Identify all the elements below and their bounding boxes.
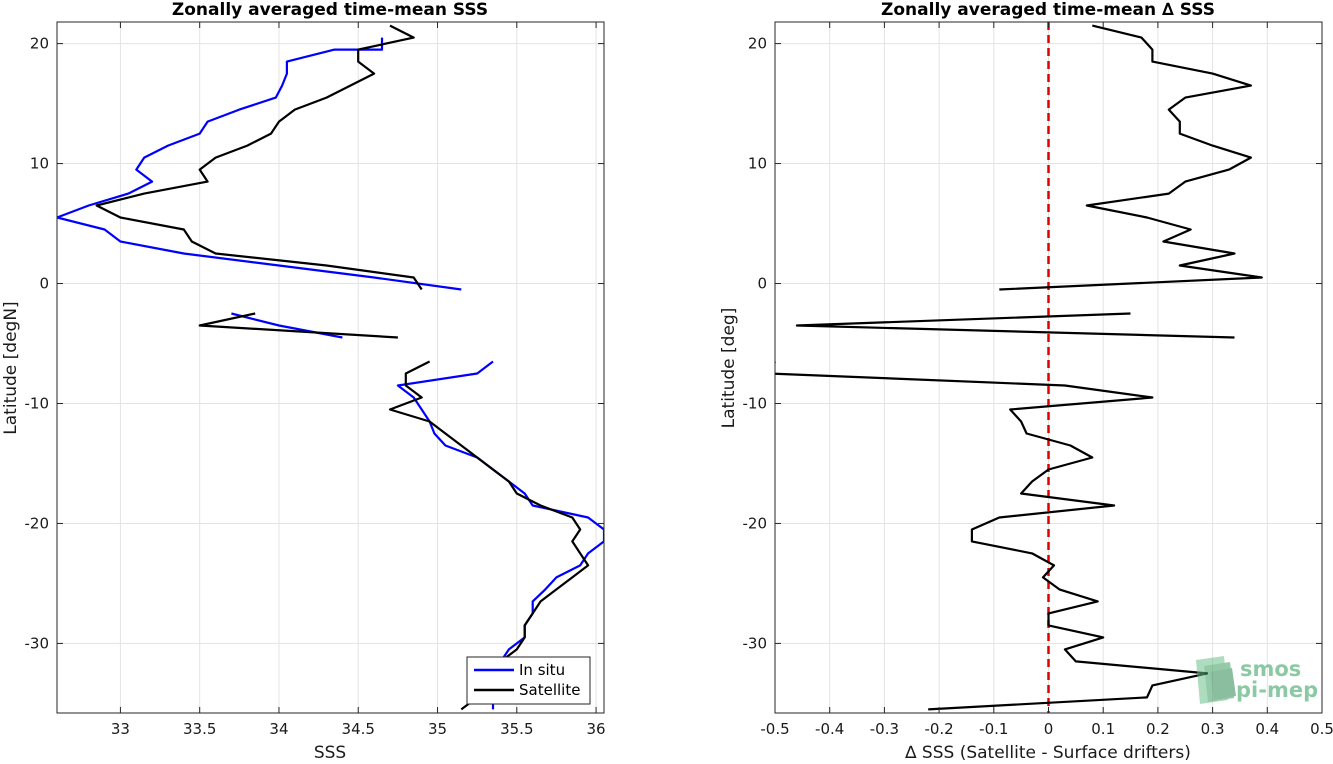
left-series-in-situ-line xyxy=(57,37,462,291)
left-axes-box xyxy=(56,21,605,714)
right-y-tick-label: 0 xyxy=(757,275,767,293)
left-x-tick-label: 33 xyxy=(111,720,130,738)
logo-line-2: pi-mep xyxy=(1236,678,1318,702)
left-y-tick-label: 10 xyxy=(30,155,49,173)
right-chart: -0.5 -0.4 -0.3 -0.2 -0.1 0 0.1 0.2 0.3 0.4 0.5 20 10… xyxy=(719,0,1333,763)
left-x-axis-label: SSS xyxy=(314,743,346,763)
left-series xyxy=(57,24,604,711)
right-grid xyxy=(774,22,1323,713)
right-y-tick-label: -30 xyxy=(743,634,768,652)
left-x-tick-label: 33.5 xyxy=(183,720,216,738)
left-x-tick-label: 34 xyxy=(269,720,288,738)
right-series-delta-sss-line xyxy=(795,312,1235,339)
left-series-satellite-line xyxy=(198,312,398,339)
left-series-satellite-line xyxy=(388,360,590,711)
left-y-axis-label: Latitude [degN] xyxy=(1,301,21,434)
left-y-tick-label: 20 xyxy=(30,35,49,53)
left-chart: 33 33.5 34 34.5 35 35.5 36 20 10 0 -10 -20 -30 Zonal… xyxy=(1,0,606,763)
right-x-tick-label: 0.1 xyxy=(1091,720,1115,738)
legend: In situ Satellite xyxy=(466,656,591,705)
left-grid xyxy=(57,22,604,713)
right-series-delta-sss-line xyxy=(999,24,1263,291)
right-y-tick-label: -10 xyxy=(743,394,768,412)
legend-in-situ-label: In situ xyxy=(519,661,565,679)
right-series xyxy=(775,24,1263,711)
left-x-tick-label: 35.5 xyxy=(500,720,533,738)
right-x-axis-label: ∆ SSS (Satellite - Surface drifters) xyxy=(904,743,1191,763)
left-chart-title: Zonally averaged time-mean SSS xyxy=(172,0,488,20)
logo-line-1: smos xyxy=(1240,657,1301,681)
left-y-tick-label: -30 xyxy=(25,634,50,652)
right-x-tick-label: 0 xyxy=(1044,720,1054,738)
right-x-tick-label: -0.3 xyxy=(870,720,899,738)
right-chart-title: Zonally averaged time-mean ∆ SSS xyxy=(881,0,1215,20)
right-x-tick-label: 0.4 xyxy=(1255,720,1279,738)
right-y-tick-label: -20 xyxy=(743,514,768,532)
left-x-tick-label: 36 xyxy=(587,720,606,738)
left-series-in-situ-line xyxy=(396,360,604,710)
left-ticks: 33 33.5 34 34.5 35 35.5 36 20 10 0 -10 -20 -30 xyxy=(25,22,606,738)
left-x-tick-label: 34.5 xyxy=(342,720,375,738)
right-series-delta-sss-line xyxy=(775,361,1209,711)
right-x-tick-label: -0.1 xyxy=(979,720,1008,738)
legend-satellite-label: Satellite xyxy=(519,681,580,699)
left-y-tick-label: -10 xyxy=(25,394,50,412)
right-x-tick-label: -0.2 xyxy=(924,720,953,738)
right-x-tick-label: -0.4 xyxy=(815,720,844,738)
smos-pi-mep-logo: smos pi-mep xyxy=(1196,656,1318,704)
right-x-tick-label: -0.5 xyxy=(760,720,789,738)
right-x-tick-label: 0.5 xyxy=(1310,720,1333,738)
left-x-tick-label: 35 xyxy=(428,720,447,738)
legend-box xyxy=(466,656,591,705)
right-ticks: -0.5 -0.4 -0.3 -0.2 -0.1 0 0.1 0.2 0.3 0.4 0.5 20 10… xyxy=(743,22,1333,738)
left-series-satellite-line xyxy=(95,24,423,291)
logo-mark-icon xyxy=(1196,656,1236,704)
right-x-tick-label: 0.3 xyxy=(1201,720,1225,738)
right-y-axis-label: Latitude [deg] xyxy=(719,308,739,429)
left-y-tick-label: -20 xyxy=(25,514,50,532)
right-y-tick-label: 10 xyxy=(748,155,767,173)
left-plot-area xyxy=(57,22,604,713)
right-x-tick-label: 0.2 xyxy=(1146,720,1170,738)
right-y-tick-label: 20 xyxy=(748,35,767,53)
left-y-tick-label: 0 xyxy=(39,275,49,293)
